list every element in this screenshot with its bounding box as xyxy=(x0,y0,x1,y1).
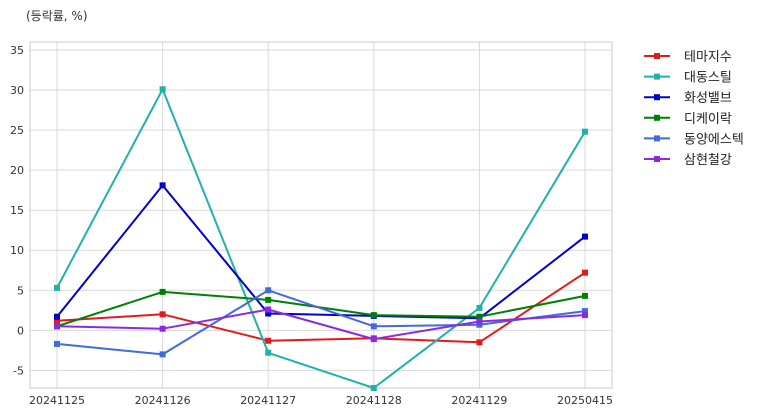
data-point xyxy=(54,313,60,320)
legend-label: 동양에스텍 xyxy=(684,132,744,147)
data-point xyxy=(582,233,588,240)
data-point xyxy=(265,296,272,303)
data-point xyxy=(159,288,166,295)
data-point xyxy=(159,351,166,358)
legend-marker xyxy=(654,94,660,101)
data-point xyxy=(582,292,588,299)
legend-item: 화성밸브 xyxy=(644,91,732,106)
data-point xyxy=(370,323,377,330)
data-point xyxy=(159,182,166,189)
y-tick-label: 0 xyxy=(17,324,24,337)
data-point xyxy=(265,337,272,344)
series-5 xyxy=(54,287,588,358)
x-tick-label: 20241126 xyxy=(135,394,191,407)
legend-label: 화성밸브 xyxy=(684,91,732,106)
data-point xyxy=(54,317,60,324)
legend-marker xyxy=(654,156,660,162)
y-tick-label: 35 xyxy=(10,44,24,57)
y-tick-label: 20 xyxy=(10,164,24,177)
legend-marker xyxy=(654,114,660,121)
unit-label: (등락률, %) xyxy=(26,9,88,23)
y-tick-label: 30 xyxy=(10,84,24,97)
grid xyxy=(30,42,612,388)
legend-label: 테마지수 xyxy=(684,50,732,65)
data-point xyxy=(265,287,272,294)
series-6 xyxy=(54,306,588,343)
legend-item: 동양에스텍 xyxy=(644,132,744,147)
data-point xyxy=(476,313,483,320)
data-point xyxy=(476,318,483,325)
legend-marker xyxy=(654,53,660,59)
data-point xyxy=(370,336,377,343)
series-line xyxy=(56,184,586,320)
series-2 xyxy=(54,86,588,391)
plot-frame xyxy=(29,41,613,389)
data-point xyxy=(54,340,60,347)
x-tick-label: 20241129 xyxy=(451,394,507,407)
legend-item: 대동스틸 xyxy=(644,71,732,86)
legend-item: 삼현철강 xyxy=(644,153,732,168)
legend-label: 디케이락 xyxy=(684,112,732,127)
data-point xyxy=(54,284,60,291)
legend-marker xyxy=(654,135,660,142)
series-line xyxy=(56,271,586,344)
data-point xyxy=(159,325,166,332)
data-point xyxy=(159,311,166,318)
x-tick-label: 20241128 xyxy=(346,394,402,407)
data-point xyxy=(370,385,377,391)
y-axis-ticks: -5 0 5 10 15 20 25 30 35 xyxy=(10,44,24,377)
x-axis-ticks: 20241125 20241126 20241127 20241128 20241129… xyxy=(29,394,613,407)
data-point xyxy=(476,304,483,311)
data-point xyxy=(476,339,483,346)
series-group xyxy=(54,86,588,391)
y-tick-label: 15 xyxy=(10,204,24,217)
data-point xyxy=(582,269,588,276)
series-line xyxy=(56,289,586,356)
data-point xyxy=(54,323,60,330)
data-point xyxy=(582,308,588,315)
data-point xyxy=(582,312,588,319)
legend-label: 삼현철강 xyxy=(684,153,732,168)
data-point xyxy=(265,306,272,313)
x-tick-label: 20241125 xyxy=(29,394,85,407)
data-point xyxy=(476,321,483,328)
data-point xyxy=(265,310,272,317)
series-line xyxy=(56,88,586,389)
series-line xyxy=(56,308,586,341)
data-point xyxy=(582,128,588,135)
data-point xyxy=(159,86,166,93)
x-tick-label: 20241127 xyxy=(240,394,296,407)
legend-marker xyxy=(654,73,660,80)
x-tick-label: 20250415 xyxy=(557,394,613,407)
legend-item: 테마지수 xyxy=(644,50,732,65)
data-point xyxy=(265,349,272,356)
legend-item: 디케이락 xyxy=(644,112,732,127)
data-point xyxy=(370,312,377,319)
y-tick-label: -5 xyxy=(13,364,24,377)
y-tick-label: 10 xyxy=(10,244,24,257)
y-tick-label: 5 xyxy=(17,284,24,297)
legend-label: 대동스틸 xyxy=(684,71,732,86)
y-tick-label: 25 xyxy=(10,124,24,137)
